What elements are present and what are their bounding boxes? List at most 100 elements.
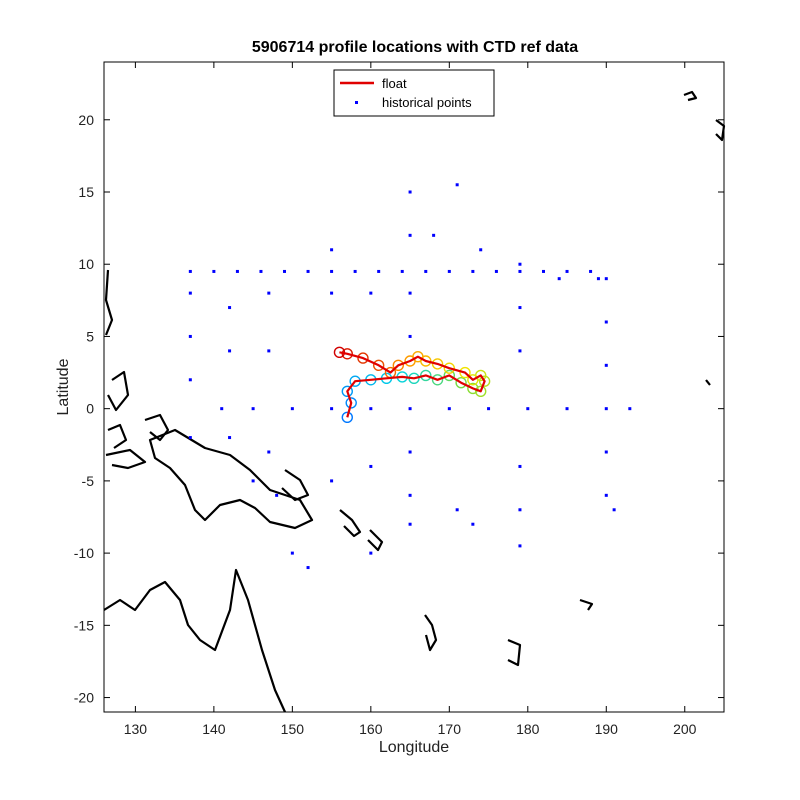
- historical-point: [306, 269, 310, 273]
- legend-float-label: float: [382, 76, 407, 91]
- historical-point: [220, 407, 224, 411]
- float-profile-marker: [420, 369, 432, 382]
- historical-point: [424, 269, 428, 273]
- x-tick-label: 130: [124, 721, 148, 737]
- plot-frame: [103, 61, 725, 713]
- float-profile-marker: [459, 366, 471, 379]
- x-tick-label: 200: [673, 721, 697, 737]
- historical-point: [400, 269, 404, 273]
- float-profile-marker: [478, 375, 491, 387]
- historical-point: [188, 334, 192, 338]
- historical-point: [479, 248, 483, 252]
- y-tick-label: 20: [78, 112, 94, 128]
- historical-point: [330, 269, 334, 273]
- historical-point: [267, 291, 271, 295]
- historical-point: [188, 436, 192, 440]
- float-track-layer: [333, 346, 491, 424]
- historical-point: [494, 269, 498, 273]
- historical-point: [408, 407, 412, 411]
- historical-point: [251, 407, 255, 411]
- historical-point: [455, 508, 459, 512]
- legend-box: [333, 69, 495, 117]
- historical-point: [330, 291, 334, 295]
- historical-point: [557, 277, 561, 281]
- historical-point: [604, 493, 608, 497]
- x-tick-label: 180: [516, 721, 540, 737]
- historical-point: [455, 183, 459, 187]
- y-axis: -20 -15 -10 -5 0 5 10 15 20: [74, 112, 724, 706]
- float-profile-marker: [431, 374, 444, 386]
- float-profile-marker: [475, 385, 487, 398]
- x-tick-label: 170: [438, 721, 462, 737]
- historical-point: [188, 378, 192, 382]
- float-profile-marker: [443, 369, 456, 382]
- historical-points-layer: [188, 183, 632, 570]
- historical-point: [330, 479, 334, 483]
- historical-point: [604, 407, 608, 411]
- historical-point: [228, 436, 232, 440]
- historical-point: [541, 269, 545, 273]
- historical-point: [628, 407, 632, 411]
- chart-title: 5906714 profile locations with CTD ref d…: [252, 39, 578, 56]
- historical-point: [408, 493, 412, 497]
- historical-point: [604, 277, 608, 281]
- historical-point: [290, 551, 294, 555]
- y-tick-label: -20: [74, 690, 94, 706]
- historical-point: [188, 269, 192, 273]
- float-profile-marker: [341, 385, 353, 398]
- float-profile-marker: [455, 376, 467, 389]
- historical-point: [408, 291, 412, 295]
- historical-point: [369, 551, 373, 555]
- y-tick-label: 5: [86, 328, 94, 344]
- historical-point: [518, 262, 522, 266]
- float-profile-marker: [345, 397, 357, 409]
- historical-point: [369, 407, 373, 411]
- y-tick-label: 0: [86, 401, 94, 417]
- historical-point: [447, 269, 451, 273]
- y-tick-label: -5: [82, 473, 95, 489]
- float-profile-marker: [404, 355, 416, 367]
- historical-point: [251, 479, 255, 483]
- historical-point: [290, 407, 294, 411]
- x-axis-label: Longitude: [379, 739, 449, 756]
- historical-point: [526, 407, 530, 411]
- historical-point: [408, 522, 412, 526]
- historical-point: [408, 450, 412, 454]
- historical-point: [604, 450, 608, 454]
- historical-point: [228, 306, 232, 310]
- historical-point: [432, 233, 436, 237]
- historical-point: [377, 269, 381, 273]
- historical-point: [604, 363, 608, 367]
- historical-point: [604, 320, 608, 324]
- float-track-line: [339, 351, 486, 418]
- float-profile-marker: [357, 352, 369, 364]
- historical-point: [306, 566, 310, 570]
- y-tick-label: -15: [74, 617, 94, 633]
- historical-point: [369, 464, 373, 468]
- historical-point: [565, 407, 569, 411]
- x-tick-label: 160: [359, 721, 383, 737]
- historical-point: [369, 291, 373, 295]
- coastline: [103, 90, 726, 713]
- historical-point: [212, 269, 216, 273]
- float-profile-marker: [443, 362, 456, 374]
- historical-point: [330, 407, 334, 411]
- x-axis: 130 140 150 160 170 180 190 200: [124, 62, 697, 737]
- historical-point: [487, 407, 491, 411]
- historical-point: [408, 334, 412, 338]
- x-tick-label: 190: [595, 721, 619, 737]
- historical-point: [408, 233, 412, 237]
- float-profile-marker: [467, 382, 479, 395]
- historical-point: [612, 508, 616, 512]
- historical-point: [565, 269, 569, 273]
- y-tick-label: 15: [78, 184, 94, 200]
- historical-point: [330, 248, 334, 252]
- y-axis-label: Latitude: [55, 358, 72, 415]
- historical-point: [471, 269, 475, 273]
- legend-historical-swatch: [355, 101, 358, 104]
- historical-point: [235, 269, 239, 273]
- historical-point: [259, 269, 263, 273]
- historical-point: [518, 269, 522, 273]
- x-tick-label: 150: [281, 721, 305, 737]
